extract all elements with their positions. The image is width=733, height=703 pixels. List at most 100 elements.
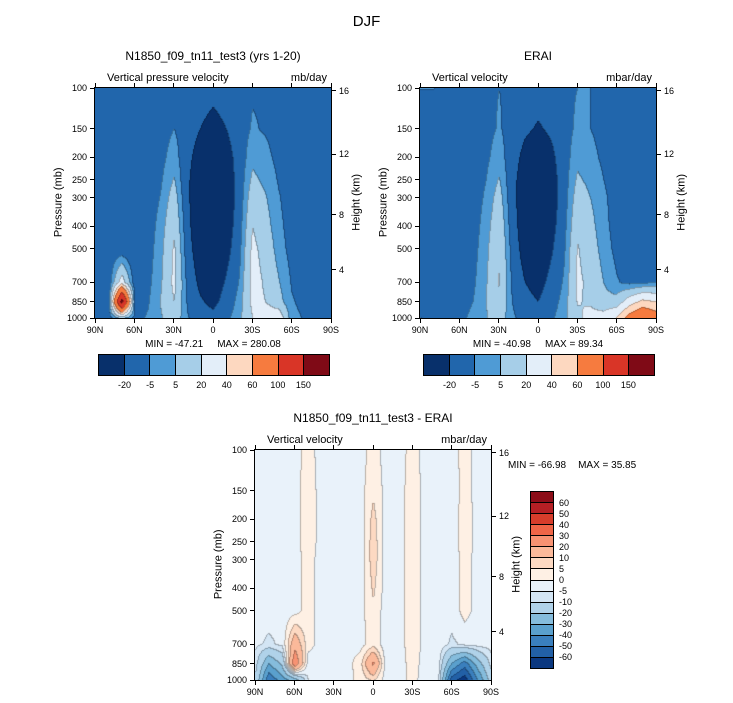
colorbar-cell — [176, 355, 202, 375]
colorbar-cell — [531, 547, 553, 559]
colorbar-label: -20 — [118, 380, 132, 390]
colorbar-cell — [501, 355, 527, 375]
subtitle-left-erai: Vertical velocity — [432, 72, 508, 84]
stats-model: MIN = -47.21 MAX = 280.08 — [95, 339, 331, 351]
colorbar-cell — [629, 355, 655, 375]
colorbar-cell — [424, 355, 450, 375]
colorbar-label: -40 — [559, 630, 573, 640]
pressure-tick — [90, 225, 94, 227]
pressure-tick — [415, 87, 419, 89]
pressure-tick-label: 250 — [396, 174, 412, 185]
lat-tick-label: 90N — [411, 325, 429, 335]
colorbar-label: -20 — [443, 380, 457, 390]
lat-tick-label: 90N — [246, 687, 264, 697]
pressure-tick-label: 100 — [396, 83, 412, 93]
pressure-tick — [415, 301, 419, 303]
pressure-tick-label: 250 — [231, 536, 247, 547]
colorbar-label: 100 — [270, 380, 286, 390]
height-tick-label: 12 — [664, 149, 675, 160]
height-tick — [492, 631, 496, 633]
lat-tick-top — [537, 83, 539, 87]
lat-tick-label: 30S — [569, 325, 586, 335]
lat-tick-label: 0 — [210, 325, 216, 335]
lat-tick-top — [212, 83, 214, 87]
max-value-model: MAX = 280.08 — [217, 339, 281, 350]
colorbar-label: 150 — [295, 380, 311, 390]
height-tick — [332, 269, 336, 271]
pressure-tick-label: 300 — [71, 192, 87, 203]
lat-tick-bottom — [94, 319, 96, 323]
lat-tick-top — [133, 83, 135, 87]
lat-tick-bottom — [576, 319, 578, 323]
lat-tick-top — [458, 83, 460, 87]
pressure-tick — [250, 610, 254, 612]
lat-tick-label: 90N — [86, 325, 104, 335]
colorbar-label: 60 — [247, 380, 258, 390]
ylabel-height-model: Height (km) — [350, 173, 363, 231]
subtitle-left-model: Vertical pressure velocity — [107, 72, 229, 84]
lat-tick-label: 30S — [244, 325, 261, 335]
min-value-diff: MIN = -66.98 — [508, 460, 567, 471]
colorbar-cell — [150, 355, 177, 375]
pressure-tick-label: 500 — [231, 605, 247, 616]
colorbar-label: 5 — [559, 564, 565, 574]
min-value-model: MIN = -47.21 — [145, 339, 204, 350]
lat-tick-top — [330, 83, 332, 87]
colorbar-cell — [531, 569, 553, 581]
height-tick-label: 4 — [339, 264, 345, 275]
colorbar-label: -5 — [146, 380, 155, 390]
height-tick-label: 12 — [339, 149, 350, 160]
colorbar-cell — [531, 558, 553, 570]
lat-tick-bottom — [458, 319, 460, 323]
colorbar-cell — [531, 580, 553, 592]
lat-tick-top — [498, 83, 500, 87]
pressure-tick — [250, 490, 254, 491]
colorbar-label: -50 — [559, 641, 573, 651]
lat-tick-top — [616, 83, 618, 87]
height-tick — [492, 452, 496, 454]
pressure-tick — [415, 281, 419, 283]
max-value-erai: MAX = 89.34 — [545, 339, 604, 350]
pressure-tick-label: 200 — [231, 514, 247, 525]
pressure-tick — [250, 643, 254, 645]
lat-tick-top — [94, 83, 96, 87]
pressure-tick — [90, 281, 94, 283]
lat-tick-bottom — [291, 319, 293, 323]
panel-title-model: N1850_f09_tn11_test3 (yrs 1-20) — [125, 49, 301, 63]
subtitle-right-erai: mbar/day — [606, 72, 652, 84]
lat-tick-top — [254, 445, 256, 449]
colorbar-label: 5 — [498, 380, 504, 390]
lat-tick-label: 30N — [490, 325, 507, 335]
pressure-tick-label: 1000 — [391, 313, 412, 323]
pressure-tick-label: 400 — [396, 221, 412, 232]
colorbar-diff — [530, 491, 554, 669]
pressure-tick-label: 200 — [396, 152, 412, 163]
contour-field-diff — [255, 450, 491, 680]
lat-tick-bottom — [133, 319, 135, 323]
colorbar-label: 100 — [595, 380, 611, 390]
pressure-tick-label: 500 — [396, 243, 412, 254]
colorbar-cell — [475, 355, 502, 375]
height-tick — [332, 153, 336, 155]
pressure-tick — [415, 156, 419, 158]
colorbar-label: -5 — [559, 586, 568, 596]
colorbar-cell — [603, 355, 630, 375]
lat-tick-label: 60N — [286, 687, 303, 697]
lat-tick-bottom — [451, 681, 453, 685]
height-tick — [492, 576, 496, 578]
colorbar-cell — [552, 355, 579, 375]
colorbar-cell — [227, 355, 254, 375]
colorbar-label: 0 — [559, 575, 565, 585]
height-tick-label: 12 — [499, 511, 510, 522]
height-tick-label: 16 — [499, 447, 510, 458]
pressure-tick-label: 850 — [231, 658, 247, 669]
colorbar-cell — [531, 646, 553, 658]
pressure-tick — [90, 301, 94, 303]
plot-frame-model — [94, 87, 332, 319]
lat-tick-bottom — [498, 319, 500, 323]
season-title: DJF — [352, 13, 381, 30]
pressure-tick-label: 100 — [71, 83, 87, 93]
lat-tick-label: 0 — [370, 687, 376, 697]
lat-tick-top — [655, 83, 657, 87]
height-tick — [657, 269, 661, 271]
